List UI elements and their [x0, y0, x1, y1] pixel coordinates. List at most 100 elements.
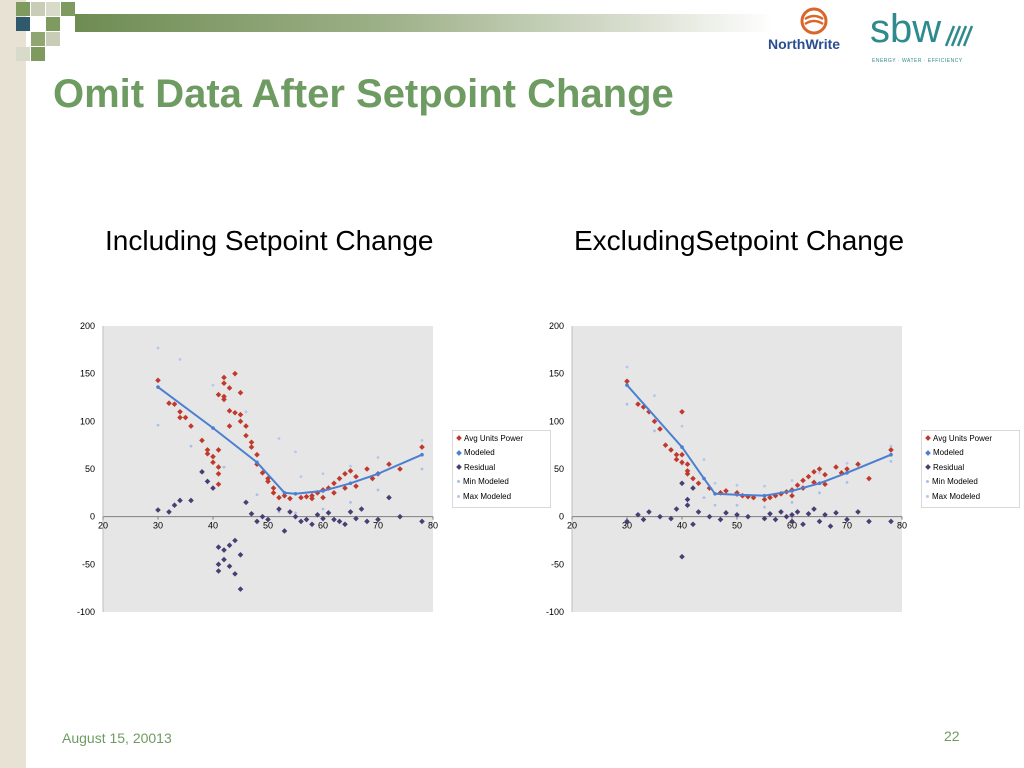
data-point-max-modeled	[790, 479, 794, 482]
legend-marker	[926, 480, 929, 484]
data-point-avg-units-power	[320, 494, 326, 501]
decor-square	[16, 17, 30, 31]
data-point-residual	[243, 499, 249, 506]
legend-label: Max Modeled	[932, 491, 981, 501]
legend-item: Residual	[453, 460, 550, 475]
y-tick-label: 150	[80, 369, 95, 379]
data-point-avg-units-power	[204, 450, 211, 457]
sbw-stripes-icon	[944, 25, 974, 47]
data-point-modeled	[282, 491, 287, 495]
legend-marker	[925, 435, 931, 442]
data-point-avg-units-power	[182, 414, 189, 421]
data-point-avg-units-power	[171, 401, 178, 407]
data-point-modeled	[348, 481, 353, 486]
data-point-avg-units-power	[811, 479, 817, 486]
data-point-avg-units-power	[419, 444, 425, 450]
data-point-min-modeled	[349, 500, 352, 504]
decor-square	[46, 32, 60, 46]
data-point-residual	[717, 516, 724, 523]
data-point-residual	[783, 513, 790, 520]
data-point-modeled	[790, 489, 794, 493]
legend-marker	[925, 449, 931, 456]
plot-area	[103, 326, 433, 612]
decor-square	[61, 2, 75, 16]
x-tick-label: 80	[428, 521, 438, 531]
data-point-max-modeled	[349, 464, 352, 468]
data-point-min-modeled	[420, 467, 424, 471]
data-point-avg-units-power	[215, 481, 222, 488]
data-point-max-modeled	[299, 475, 303, 479]
data-point-residual	[226, 542, 233, 549]
right-chart-subtitle: ExcludingSetpoint Change	[574, 225, 905, 256]
data-point-residual	[265, 516, 271, 523]
data-point-residual	[166, 509, 172, 515]
data-point-max-modeled	[178, 357, 182, 361]
decor-square	[46, 2, 60, 16]
data-point-residual	[325, 510, 332, 516]
data-point-min-modeled	[321, 507, 325, 511]
legend-item: Avg Units Power	[922, 431, 1019, 446]
data-point-avg-units-power	[155, 377, 161, 384]
data-point-residual	[827, 523, 834, 529]
data-point-avg-units-power	[397, 466, 403, 472]
data-point-avg-units-power	[822, 471, 828, 478]
data-point-min-modeled	[222, 465, 226, 469]
data-point-avg-units-power	[265, 478, 271, 485]
legend-marker	[456, 449, 462, 456]
data-point-min-modeled	[277, 510, 281, 514]
data-point-avg-units-power	[342, 485, 348, 491]
data-point-residual	[805, 511, 812, 517]
data-point-avg-units-power	[353, 473, 359, 480]
data-point-modeled	[702, 476, 706, 481]
data-point-min-modeled	[713, 503, 717, 507]
data-point-max-modeled	[625, 365, 629, 369]
data-point-avg-units-power	[177, 414, 183, 421]
data-point-avg-units-power	[364, 466, 370, 472]
data-point-residual	[177, 497, 183, 504]
data-point-residual	[706, 513, 713, 520]
top-gradient-bar	[75, 14, 775, 32]
data-point-residual	[353, 515, 359, 522]
legend-label: Avg Units Power	[933, 433, 992, 443]
data-point-max-modeled	[845, 461, 849, 465]
x-tick-label: 30	[622, 521, 632, 531]
data-point-avg-units-power	[276, 494, 282, 501]
data-point-max-modeled	[277, 437, 281, 440]
sbw-logo: sbw ENERGY · WATER · EFFICIENCY	[868, 6, 978, 66]
data-point-avg-units-power	[298, 494, 304, 501]
data-point-min-modeled	[702, 496, 706, 499]
data-point-avg-units-power	[254, 451, 260, 458]
page-number: 22	[944, 728, 960, 744]
data-point-avg-units-power	[331, 480, 337, 487]
data-point-residual	[215, 561, 222, 568]
legend-marker	[457, 494, 460, 498]
data-point-avg-units-power	[270, 485, 277, 491]
slide-title: Omit Data After Setpoint Change	[53, 72, 674, 116]
y-tick-label: -50	[82, 559, 95, 569]
legend-label: Residual	[464, 462, 496, 472]
data-point-modeled	[211, 426, 215, 430]
y-tick-label: 0	[90, 512, 95, 522]
data-point-residual	[844, 516, 850, 523]
y-tick-label: 200	[80, 321, 95, 331]
data-point-max-modeled	[653, 394, 656, 397]
data-point-avg-units-power	[838, 470, 845, 476]
series-line-modeled	[626, 384, 892, 497]
legend-label: Min Modeled	[463, 477, 509, 487]
legend-label: Modeled	[933, 448, 964, 458]
data-point-avg-units-power	[221, 393, 227, 400]
data-point-avg-units-power	[386, 461, 392, 468]
data-point-avg-units-power	[248, 444, 255, 450]
data-point-avg-units-power	[204, 447, 211, 453]
data-point-avg-units-power	[331, 490, 337, 496]
data-point-residual	[215, 568, 222, 574]
data-point-min-modeled	[156, 423, 160, 427]
data-point-min-modeled	[294, 511, 297, 515]
legend-label: Residual	[933, 462, 965, 472]
data-point-max-modeled	[156, 346, 160, 350]
data-point-avg-units-power	[226, 423, 233, 429]
data-point-modeled	[845, 471, 849, 475]
data-point-residual	[386, 494, 392, 501]
data-point-max-modeled	[211, 383, 215, 387]
northwrite-logo: NorthWrite	[768, 4, 860, 58]
